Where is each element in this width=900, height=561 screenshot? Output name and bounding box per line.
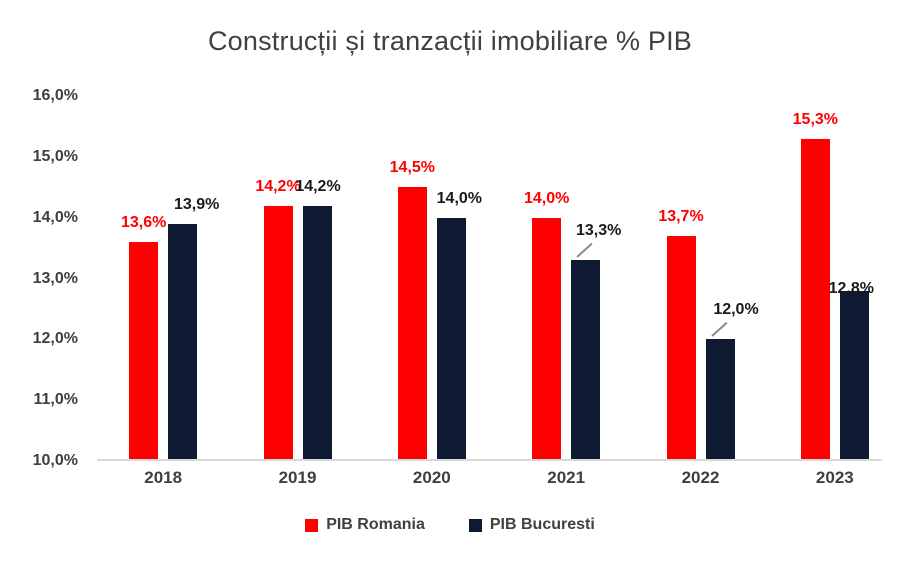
- y-axis-tick-label: 16,0%: [32, 87, 78, 104]
- bar-pib-romania-2019: [263, 205, 293, 461]
- legend-label-bucuresti: PIB Bucuresti: [489, 516, 595, 533]
- bar-pib-bucuresti-2018: [168, 223, 198, 461]
- label-leader-line: [710, 322, 728, 338]
- legend-item-pib-bucuresti: PIB Bucuresti: [468, 516, 595, 534]
- label-pib-bucuresti-2019: 14,2%: [295, 177, 341, 195]
- legend: PIB Romania PIB Bucuresti: [0, 516, 900, 534]
- legend-item-pib-romania: PIB Romania: [305, 516, 425, 534]
- bar-pib-romania-2023: [800, 138, 830, 461]
- x-axis-tick-label: 2021: [547, 468, 586, 487]
- bar-pib-bucuresti-2022: [705, 339, 735, 461]
- label-pib-romania-2018: 13,6%: [120, 214, 167, 231]
- x-axis-line: [97, 459, 882, 461]
- bar-pib-bucuresti-2019: [302, 205, 332, 461]
- label-pib-romania-2021: 14,0%: [523, 189, 570, 207]
- y-axis-tick-label: 12,0%: [32, 330, 78, 348]
- label-pib-romania-2019: 14,2%: [255, 177, 301, 195]
- x-axis-tick-label: 2019: [278, 468, 317, 487]
- x-axis-tick-label: 2023: [815, 468, 854, 487]
- bar-pib-bucuresti-2021: [571, 260, 601, 461]
- label-pib-romania-2023: 15,3%: [792, 110, 839, 128]
- label-pib-romania-2020: 14,5%: [389, 159, 436, 177]
- x-axis-tick-label: 2018: [144, 468, 183, 487]
- y-axis-tick-label: 14,0%: [32, 208, 78, 226]
- label-pib-bucuresti-2021: 13,3%: [575, 222, 622, 240]
- y-axis-tick-label: 11,0%: [33, 391, 78, 409]
- plot-area: 13,6% 13,9% 14,2% 14,2% 14,5% 14,0% 14,0% 13,3%…: [96, 96, 900, 461]
- label-pib-bucuresti-2020: 14,0%: [436, 189, 483, 207]
- x-axis-tick-label: 2020: [412, 468, 451, 487]
- legend-label-romania: PIB Romania: [326, 516, 425, 533]
- bar-pib-romania-2022: [666, 235, 696, 461]
- x-axis-tick-label: 2022: [681, 468, 720, 487]
- bar-pib-bucuresti-2020: [436, 217, 466, 461]
- bar-pib-romania-2018: [129, 242, 159, 461]
- label-leader-line: [576, 243, 593, 258]
- bar-pib-bucuresti-2023: [839, 290, 869, 461]
- label-pib-bucuresti-2022: 12,0%: [713, 301, 759, 319]
- bar-pib-romania-2021: [532, 217, 562, 461]
- y-axis-tick-label: 13,0%: [32, 269, 78, 287]
- legend-swatch-romania-icon: [305, 518, 319, 532]
- chart-title: Construcții și tranzacții imobiliare % P…: [207, 26, 693, 56]
- y-axis-tick-label: 15,0%: [32, 147, 78, 165]
- y-axis-tick-label: 10,0%: [32, 452, 78, 469]
- label-pib-romania-2022: 13,7%: [658, 207, 704, 225]
- label-pib-bucuresti-2023: 12,8%: [828, 279, 875, 297]
- bar-pib-romania-2020: [397, 187, 427, 461]
- legend-swatch-bucuresti-icon: [468, 518, 482, 532]
- label-pib-bucuresti-2018: 13,9%: [173, 195, 220, 213]
